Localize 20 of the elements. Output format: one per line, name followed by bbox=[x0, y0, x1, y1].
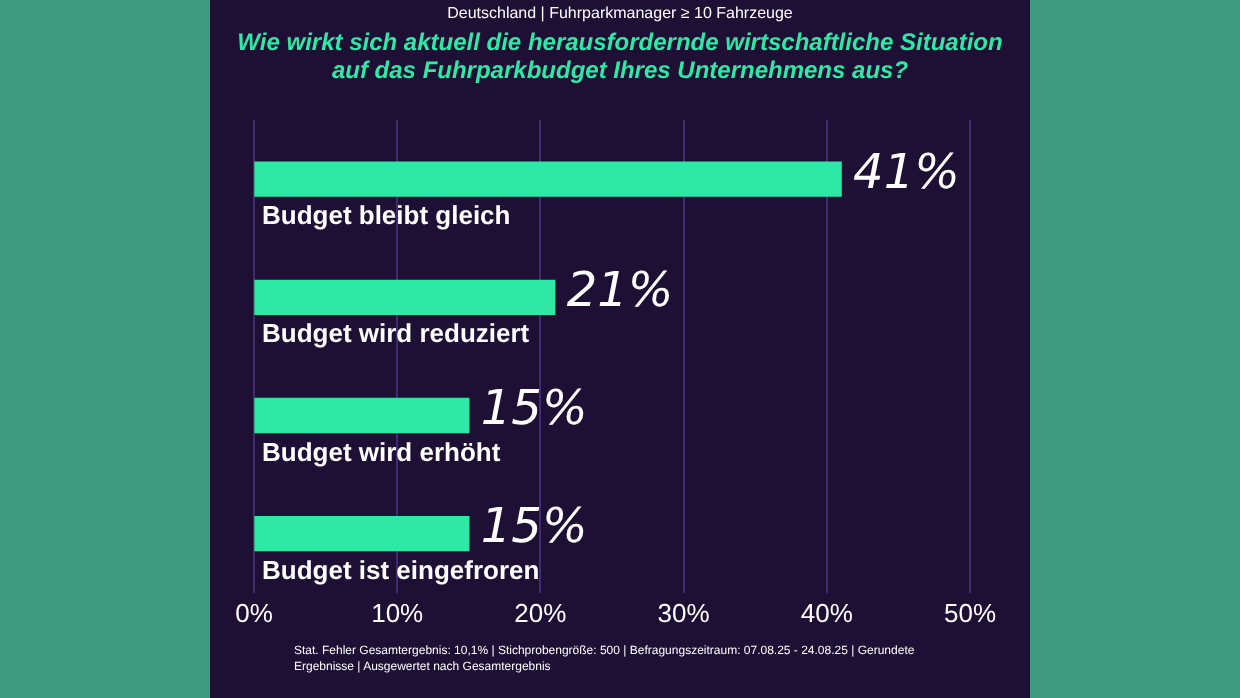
bar bbox=[254, 161, 842, 197]
x-tick-label: 30% bbox=[657, 597, 711, 628]
data-label: 41% bbox=[853, 143, 960, 200]
bar bbox=[254, 279, 556, 315]
x-tick-label: 10% bbox=[371, 597, 425, 628]
y-tick-label: Budget wird erhöht bbox=[262, 436, 502, 467]
chart-title: Wie wirkt sich aktuell die herausfordernde wirtschaftliche Situation auf das Fuhrparkbudget Ihres Unternehmens aus? bbox=[235, 28, 1005, 84]
y-tick-label: Budget bleibt gleich bbox=[262, 200, 511, 231]
data-label: 15% bbox=[480, 498, 588, 555]
data-label: 15% bbox=[480, 379, 588, 436]
bar bbox=[254, 397, 470, 434]
data-label: 21% bbox=[566, 261, 674, 318]
chart-subtitle: Deutschland | Fuhrparkmanager ≥ 10 Fahrzeuge bbox=[445, 4, 795, 22]
y-tick-label: Budget ist eingefroren bbox=[262, 554, 540, 585]
x-tick-label: 20% bbox=[514, 597, 568, 628]
x-tick-label: 40% bbox=[800, 597, 854, 628]
bar bbox=[254, 516, 470, 552]
y-tick-label: Budget wird reduziert bbox=[262, 318, 531, 349]
x-tick-label: 50% bbox=[943, 597, 997, 628]
x-tick-label: 0% bbox=[235, 597, 274, 628]
